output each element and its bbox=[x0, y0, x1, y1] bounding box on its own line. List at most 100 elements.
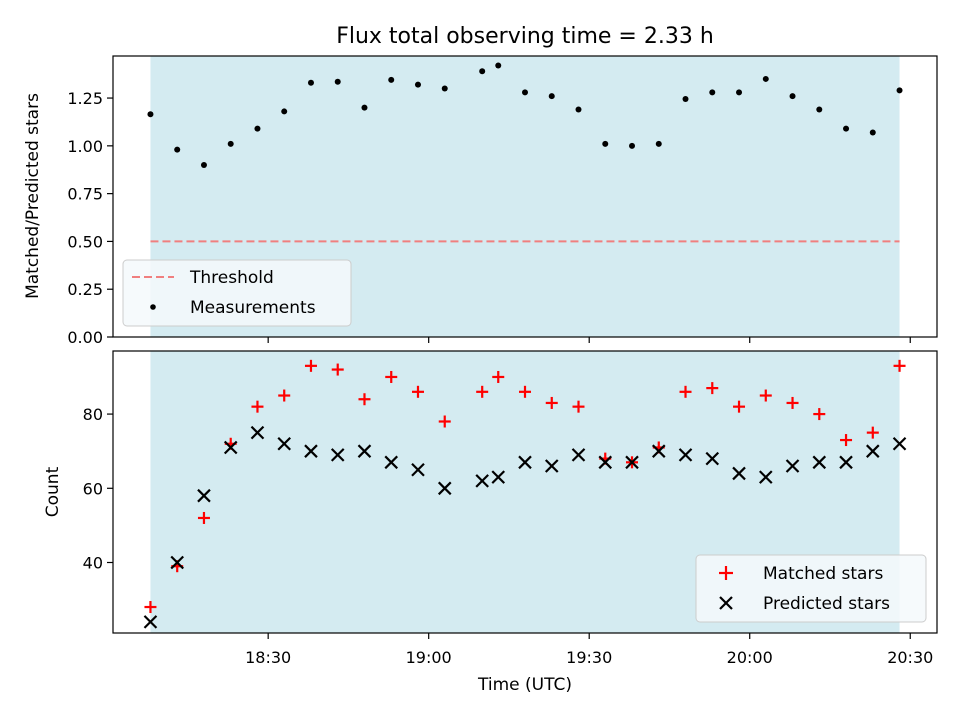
matched-stars-point bbox=[733, 400, 746, 413]
y-tick-label: 40 bbox=[83, 554, 103, 573]
y-tick-label: 1.00 bbox=[67, 137, 103, 156]
legend-predicted-swatch bbox=[719, 596, 733, 610]
predicted-stars-point bbox=[491, 470, 506, 484]
x-tick-label: 18:30 bbox=[245, 648, 291, 667]
panel-ratio-frame bbox=[112, 55, 938, 338]
predicted-stars-point bbox=[518, 455, 532, 470]
measurements-point bbox=[361, 104, 368, 111]
measurements-point bbox=[441, 85, 448, 92]
measurements-point bbox=[762, 75, 769, 82]
legend-ratio-box bbox=[122, 259, 352, 327]
measurements-point bbox=[307, 79, 314, 86]
measurements-point bbox=[869, 129, 876, 136]
predicted-stars-point bbox=[866, 444, 880, 458]
y-tick-label: 60 bbox=[83, 479, 103, 498]
predicted-stars-point bbox=[839, 455, 853, 470]
predicted-stars-point bbox=[812, 455, 827, 470]
matched-stars-point bbox=[476, 385, 489, 398]
x-tick-label: 19:30 bbox=[566, 648, 612, 667]
measurements-point bbox=[629, 142, 636, 149]
panel-count-frame bbox=[112, 350, 938, 634]
matched-stars-point bbox=[411, 385, 424, 398]
predicted-stars-point bbox=[759, 470, 773, 484]
matched-stars-point bbox=[866, 426, 879, 439]
legend-matched-label: Matched stars bbox=[763, 564, 883, 584]
predicted-stars-point bbox=[892, 436, 907, 451]
predicted-stars-point bbox=[250, 425, 265, 440]
panel-count-ylabel: Count bbox=[43, 466, 63, 517]
measurements-point bbox=[495, 62, 502, 69]
predicted-stars-point bbox=[330, 448, 345, 462]
matched-stars-point bbox=[813, 408, 826, 421]
legend-measurements-label: Measurements bbox=[190, 298, 316, 318]
predicted-stars-point bbox=[785, 459, 800, 473]
legend-count: Matched stars Predicted stars bbox=[695, 554, 927, 623]
predicted-stars-point bbox=[411, 462, 425, 477]
matched-stars-point bbox=[304, 359, 317, 372]
measurements-point bbox=[227, 140, 234, 147]
measurements-point bbox=[414, 81, 421, 88]
y-tick-label: 0.75 bbox=[67, 185, 103, 204]
legend-threshold-label: Threshold bbox=[189, 268, 274, 288]
y-tick-label: 80 bbox=[83, 405, 103, 424]
measurements-point bbox=[147, 111, 154, 118]
legend-ratio: Threshold Measurements bbox=[122, 259, 352, 327]
predicted-stars-point bbox=[571, 448, 586, 462]
matched-stars-point bbox=[519, 385, 531, 398]
predicted-stars-point bbox=[732, 466, 746, 481]
y-tick-label: 0.25 bbox=[67, 280, 103, 299]
y-tick-label: 1.25 bbox=[67, 89, 103, 108]
x-tick-label: 20:00 bbox=[727, 648, 773, 667]
matched-stars-point bbox=[331, 363, 344, 376]
panel-count: 40 60 80 18:30 19:00 19:30 20:00 20:30 Count T… bbox=[43, 350, 938, 695]
measurements-point bbox=[479, 68, 486, 75]
predicted-stars-point bbox=[598, 455, 613, 470]
matched-stars-point bbox=[197, 511, 210, 524]
predicted-stars-point bbox=[384, 455, 399, 470]
matched-stars-point bbox=[759, 389, 772, 402]
measurements-point bbox=[709, 89, 716, 96]
measurements-point bbox=[602, 140, 609, 147]
predicted-stars-point bbox=[170, 555, 184, 570]
predicted-stars-point bbox=[143, 615, 158, 629]
predicted-stars-point bbox=[197, 488, 211, 503]
measurements-point bbox=[789, 93, 796, 100]
measurements-point bbox=[281, 108, 288, 115]
matched-stars-point bbox=[438, 415, 451, 428]
predicted-stars-point bbox=[678, 448, 693, 462]
predicted-stars-point bbox=[277, 436, 291, 451]
predicted-stars-point bbox=[705, 451, 720, 466]
predicted-stars-point bbox=[223, 440, 238, 455]
matched-stars-point bbox=[492, 370, 505, 383]
predicted-stars-point bbox=[651, 444, 666, 458]
predicted-stars-point bbox=[304, 444, 318, 458]
matched-stars-point bbox=[144, 601, 157, 614]
measurements-point bbox=[736, 89, 743, 96]
chart-title: Flux total observing time = 2.33 h bbox=[336, 24, 714, 49]
matched-stars-point bbox=[893, 359, 906, 372]
measurements-point bbox=[655, 140, 662, 147]
panel-ratio: 0.00 0.25 0.50 0.75 1.00 1.25 Matched/Predict… bbox=[23, 55, 938, 347]
legend-matched-swatch bbox=[719, 566, 733, 580]
measurements-point bbox=[174, 146, 181, 153]
legend-count-box bbox=[695, 554, 927, 623]
y-tick-label: 0.00 bbox=[67, 328, 103, 347]
measurements-point bbox=[522, 89, 528, 96]
legend-measurements-swatch bbox=[150, 304, 156, 310]
measurements-point bbox=[896, 87, 903, 94]
measurements-point bbox=[334, 78, 341, 85]
predicted-stars-point bbox=[357, 444, 372, 458]
measurements-point bbox=[200, 161, 207, 168]
predicted-stars-point bbox=[625, 455, 639, 470]
x-tick-label: 19:00 bbox=[406, 648, 452, 667]
x-tick-label: 20:30 bbox=[887, 648, 933, 667]
measurements-point bbox=[575, 106, 582, 113]
matched-stars-point bbox=[840, 434, 853, 447]
measurements-point bbox=[254, 125, 261, 132]
panel-ratio-ylabel: Matched/Predicted stars bbox=[23, 93, 43, 299]
matched-stars-point bbox=[572, 400, 585, 413]
matched-stars-point bbox=[786, 396, 799, 409]
matched-stars-point bbox=[679, 385, 692, 398]
legend-predicted-label: Predicted stars bbox=[763, 594, 890, 614]
matched-stars-point bbox=[278, 389, 291, 402]
